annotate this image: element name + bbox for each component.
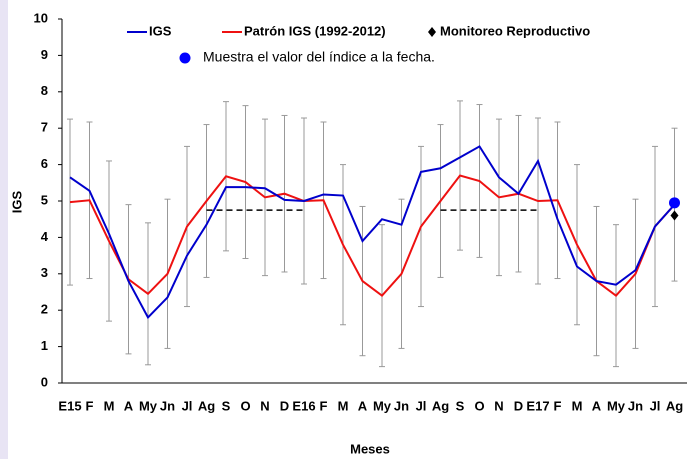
y-tick-label: 10 (34, 10, 48, 25)
legend-swatch (179, 52, 191, 64)
error-bar (67, 118, 73, 286)
series-line (69, 174, 676, 297)
y-tick-label: 1 (41, 338, 48, 353)
x-tick-label: A (124, 398, 134, 413)
x-tick-label: F (320, 398, 328, 413)
y-tick-label: 5 (41, 192, 48, 207)
x-axis-label: Meses (350, 441, 390, 456)
x-tick-label: M (338, 398, 349, 413)
x-tick-label: Jl (416, 398, 427, 413)
x-tick-label: Jl (182, 398, 193, 413)
x-tick-label: A (358, 398, 368, 413)
x-tick-label: M (572, 398, 583, 413)
x-tick-label: F (554, 398, 562, 413)
x-tick-label: E17 (526, 398, 549, 413)
x-tick-label: E15 (58, 398, 81, 413)
x-tick-label: Jn (160, 398, 175, 413)
x-tick-label: S (222, 398, 231, 413)
side-strip (0, 0, 8, 459)
legend-label: Monitoreo Reproductivo (440, 23, 590, 38)
x-tick-label: S (456, 398, 465, 413)
x-tick-label: D (280, 398, 289, 413)
y-axis-label: IGS (9, 190, 24, 213)
x-tick-label: My (373, 398, 392, 413)
x-tick-label: Jn (394, 398, 409, 413)
legend-label: Muestra el valor del índice a la fecha. (203, 49, 435, 65)
y-tick-label: 6 (41, 156, 48, 171)
y-tick-label: 2 (41, 302, 48, 317)
legend-swatch (428, 27, 436, 37)
x-tick-label: My (139, 398, 158, 413)
x-tick-label: Jn (628, 398, 643, 413)
x-tick-label: N (494, 398, 503, 413)
x-tick-label: Jl (650, 398, 661, 413)
x-tick-label: Ag (432, 398, 449, 413)
y-tick-label: 3 (41, 265, 48, 280)
y-tick-label: 0 (41, 374, 48, 389)
y-tick-label: 9 (41, 47, 48, 62)
x-tick-label: Ag (666, 398, 683, 413)
x-tick-label: N (260, 398, 269, 413)
legend-label: Patrón IGS (1992-2012) (244, 23, 386, 38)
point (670, 210, 679, 221)
y-tick-label: 4 (41, 229, 49, 244)
x-tick-label: D (514, 398, 523, 413)
legend-label: IGS (149, 23, 172, 38)
x-tick-label: E16 (292, 398, 315, 413)
x-tick-label: M (104, 398, 115, 413)
point (669, 197, 680, 209)
y-tick-label: 7 (41, 120, 48, 135)
x-tick-label: Ag (198, 398, 215, 413)
x-tick-label: O (474, 398, 484, 413)
x-tick-label: My (607, 398, 626, 413)
x-tick-label: A (592, 398, 602, 413)
x-tick-label: F (86, 398, 94, 413)
y-tick-label: 8 (41, 83, 48, 98)
series-line (69, 145, 676, 320)
x-tick-label: O (240, 398, 250, 413)
